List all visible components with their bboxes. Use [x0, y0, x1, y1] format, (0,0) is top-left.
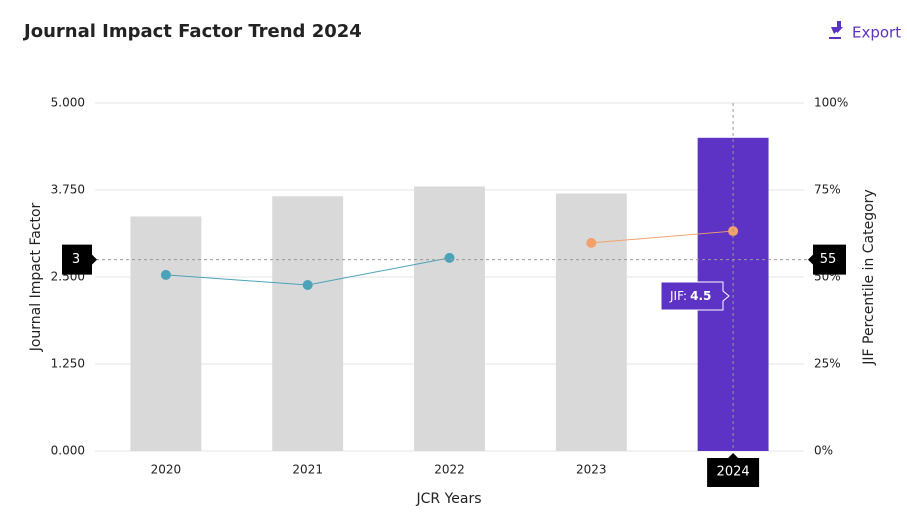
tooltip-box — [660, 281, 730, 311]
bar — [555, 193, 627, 452]
crosshair-x-box — [707, 453, 760, 487]
bar — [272, 196, 344, 451]
y2-tick-label: 25% — [814, 357, 841, 371]
crosshair-y-box — [62, 244, 97, 275]
y2-tick-label: 75% — [814, 183, 841, 197]
tooltip-value: 4.5 — [690, 289, 711, 303]
x-axis-title: JCR Years — [415, 491, 481, 507]
x-tick-label: 2023 — [576, 463, 607, 477]
crosshair-y2-box — [808, 244, 846, 275]
y-tick-label: 3.750 — [51, 183, 85, 197]
y2-axis-title: JIF Percentile in Category — [861, 189, 877, 365]
x-tick-label: 2021 — [292, 463, 323, 477]
tooltip-label: JIF: — [669, 289, 687, 303]
crosshair-y2-label: 55 — [820, 252, 837, 267]
line-point — [302, 280, 313, 291]
y2-tick-label: 100% — [814, 96, 848, 110]
bar — [130, 216, 202, 451]
line — [591, 230, 734, 244]
tooltip: JIF: 4.5 — [669, 289, 711, 303]
bar — [414, 186, 485, 451]
crosshair-x-label: 2024 — [717, 465, 750, 480]
chart-title: Journal Impact Factor Trend 2024 — [22, 21, 362, 42]
line-point — [160, 269, 171, 280]
y-tick-label: 1.250 — [51, 357, 85, 371]
export-icon-arrow — [832, 27, 843, 33]
x-tick-label: 2022 — [434, 463, 465, 477]
y-tick-label: 0.000 — [51, 444, 85, 458]
export-label[interactable]: Export — [852, 24, 901, 42]
x-tick-label: 2020 — [151, 463, 182, 477]
line-point — [586, 237, 597, 248]
line-point — [444, 252, 455, 263]
crosshair-y-label: 3 — [72, 252, 80, 267]
export-button[interactable]: Export — [829, 21, 901, 42]
y-tick-label: 5.000 — [51, 96, 85, 110]
y2-tick-label: 0% — [814, 444, 833, 458]
y-axis-title: Journal Impact Factor — [28, 202, 44, 352]
